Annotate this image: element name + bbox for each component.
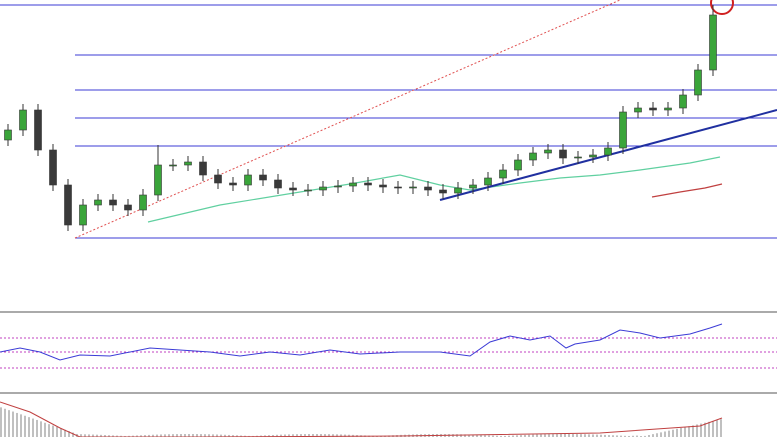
candle-body <box>514 159 522 171</box>
candle-body <box>34 109 42 151</box>
candle-body <box>289 187 297 191</box>
candle-body <box>574 156 582 159</box>
candle-body <box>589 154 597 158</box>
candle-body <box>424 186 432 191</box>
candle-body <box>484 177 492 186</box>
candle-body <box>19 109 27 131</box>
candle-body <box>454 187 462 194</box>
candle-body <box>79 204 87 226</box>
candle-body <box>499 169 507 179</box>
candle-body <box>139 194 147 211</box>
candle-body <box>469 184 477 189</box>
moving-average-slow <box>651 183 723 198</box>
rsi-line <box>0 323 723 361</box>
candle-body <box>109 199 117 206</box>
candle-body <box>634 107 642 113</box>
candle-body <box>319 186 327 191</box>
candle-body <box>619 111 627 149</box>
candle-body <box>4 129 12 141</box>
candle-body <box>184 161 192 166</box>
highlight-circle <box>710 0 734 15</box>
candle-body <box>154 164 162 196</box>
candle-body <box>709 14 717 71</box>
candle-body <box>394 186 402 189</box>
candle-body <box>214 174 222 184</box>
candle-body <box>604 147 612 156</box>
candle-body <box>364 182 372 186</box>
candle-body <box>694 69 702 96</box>
candle-body <box>379 184 387 188</box>
candle-body <box>544 149 552 154</box>
candle-body <box>679 94 687 109</box>
candle-body <box>409 186 417 189</box>
candle-body <box>334 185 342 188</box>
candle-body <box>259 174 267 181</box>
macd-signal <box>0 401 723 437</box>
candle-body <box>124 204 132 211</box>
candle-body <box>244 174 252 186</box>
candles <box>4 5 717 231</box>
candle-body <box>529 152 537 161</box>
candle-body <box>49 149 57 186</box>
levels <box>0 4 777 239</box>
candle-body <box>274 179 282 189</box>
candle-body <box>559 149 567 159</box>
candle-body <box>439 189 447 194</box>
candle-body <box>304 189 312 192</box>
moving-average <box>147 156 721 223</box>
candle-body <box>94 199 102 206</box>
candle-body <box>664 107 672 111</box>
candle-body <box>169 164 177 167</box>
candle-body <box>349 182 357 187</box>
candle-body <box>649 107 657 111</box>
candle-body <box>199 161 207 176</box>
projection-line <box>74 0 621 239</box>
candle-body <box>229 182 237 186</box>
candle-body <box>64 184 72 226</box>
